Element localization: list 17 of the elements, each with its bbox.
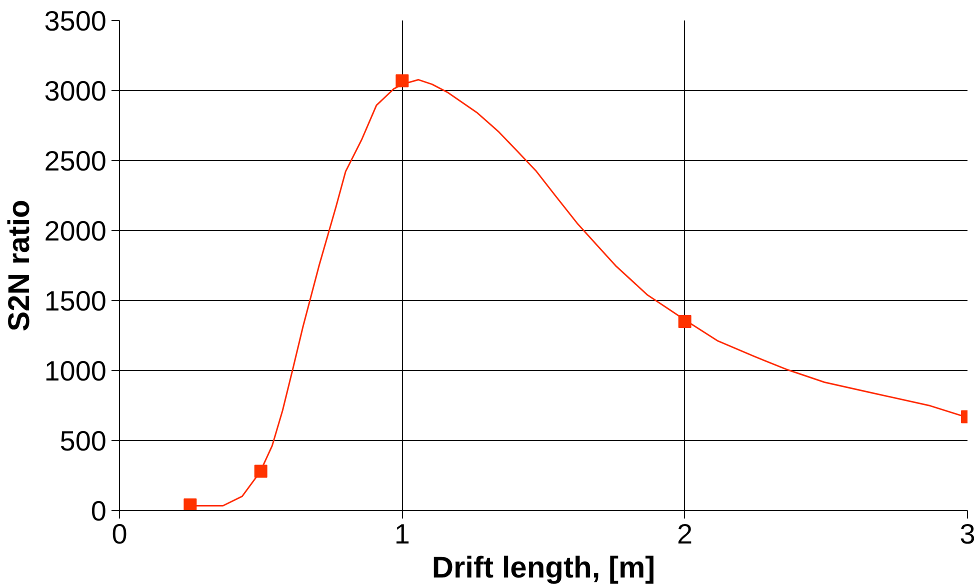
x-tick-label: 3	[960, 518, 976, 550]
x-tick-label: 1	[394, 518, 410, 550]
y-tick-label: 1500	[44, 286, 107, 316]
y-tick-label: 2500	[44, 146, 107, 176]
point	[184, 498, 197, 510]
x-tick-label: 2	[677, 518, 693, 550]
point	[396, 74, 409, 88]
y-tick-label: 3500	[44, 6, 107, 36]
y-tick-label: 1000	[44, 356, 107, 386]
point	[254, 464, 268, 478]
y-tick-label: 3000	[44, 76, 107, 106]
y-tick-label: 2000	[44, 216, 107, 246]
y-tick-label: 0	[90, 496, 107, 526]
y-tick-label: 500	[60, 426, 106, 456]
x-tick-label: 0	[112, 518, 128, 550]
x-axis-title: Drift length, [m]	[432, 552, 656, 584]
y-axis-title: S2N ratio	[3, 200, 36, 332]
